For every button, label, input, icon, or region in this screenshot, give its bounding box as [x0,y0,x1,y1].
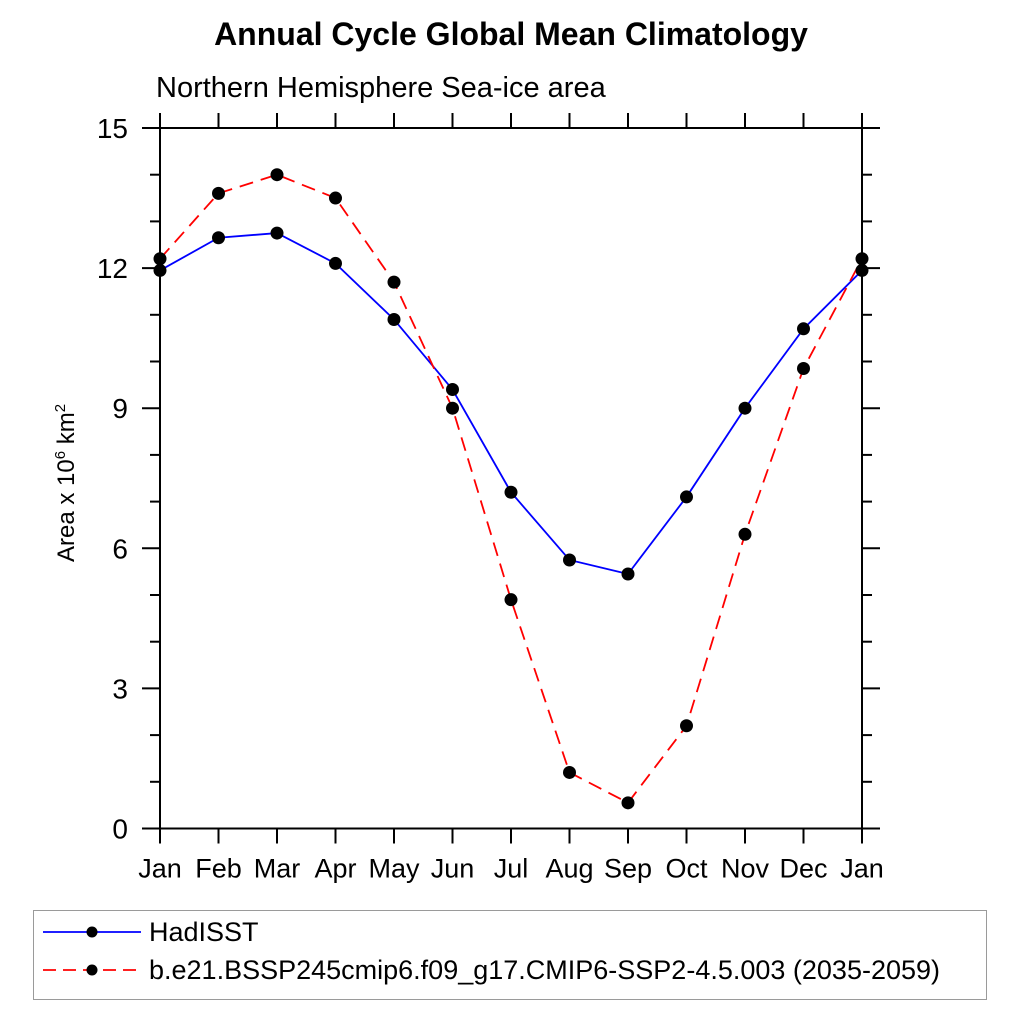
model-data-point [270,168,284,182]
hadisst-data-point [504,485,518,499]
chart-subtitle: Northern Hemisphere Sea-ice area [156,72,606,104]
y-tick-label: 0 [112,814,128,845]
model-data-point [446,401,459,415]
hadisst-data-point [270,226,284,240]
model-data-point [212,186,225,200]
legend-item-hadisst: HadISST [39,914,259,950]
model-data-point [329,191,342,205]
y-tick-label: 15 [97,113,128,144]
y-tick-label: 6 [112,533,128,564]
y-tick-label: 12 [97,253,128,284]
hadisst-data-point [797,322,810,336]
x-tick-label: Aug [545,854,593,884]
chart-title: Annual Cycle Global Mean Climatology [214,16,808,52]
hadisst-data-point [680,490,693,504]
x-tick-label: Dec [779,854,827,884]
model-data-point [563,765,576,779]
hadisst-data-point [563,553,576,567]
y-tick-label: 3 [112,673,128,704]
hadisst-data-point [153,263,167,277]
legend-label-model: b.e21.BSSP245cmip6.f09_g17.CMIP6-SSP2-4.… [149,954,941,985]
legend-line-sample-solid [43,926,141,938]
x-tick-label: Apr [314,854,356,884]
hadisst-data-point [738,401,752,415]
model-data-point [621,796,635,810]
hadisst-data-point [387,312,401,326]
model-data-point [504,593,518,607]
x-tick-label: Oct [665,854,708,884]
legend-border [33,910,987,1000]
hadisst-data-point [621,567,635,581]
model-data-point [153,252,167,266]
hadisst-data-point [212,231,225,245]
legend-sample-marker [86,964,98,976]
model-data-point [855,252,869,266]
x-tick-label: Nov [721,854,770,884]
legend: HadISST b.e21.BSSP245cmip6.f09_g17.CMIP6… [33,910,987,1000]
x-tick-label: Jan [138,854,182,884]
x-tick-label: Jul [494,854,529,884]
legend-label-hadisst: HadISST [149,916,259,947]
hadisst-data-point [329,256,342,270]
legend-line-sample-dashed [43,964,141,976]
x-tick-label: Mar [254,854,301,884]
hadisst-data-point [855,263,869,277]
legend-item-model: b.e21.BSSP245cmip6.f09_g17.CMIP6-SSP2-4.… [39,952,940,988]
hadisst-data-point [446,383,459,397]
x-tick-label: Jan [840,854,884,884]
model-data-point [680,719,693,733]
plot-frame [159,127,863,830]
x-tick-label: Sep [604,854,652,884]
hadisst-line [159,232,863,575]
model-data-point [797,362,810,376]
x-tick-label: Jun [431,854,475,884]
x-tick-label: May [368,854,420,884]
model-data-point [738,527,752,541]
y-tick-label: 9 [112,393,128,424]
legend-sample-marker [86,926,98,938]
x-tick-label: Feb [195,854,242,884]
model-data-point [387,275,401,289]
